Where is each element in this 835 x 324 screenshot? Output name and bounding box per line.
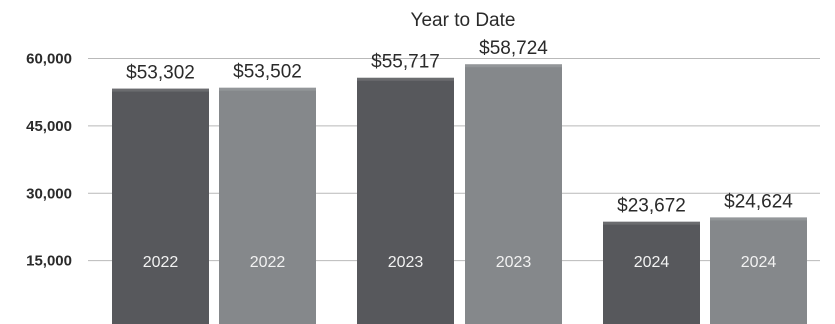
y-tick-label: 30,000 (26, 185, 72, 202)
bar-top-edge (710, 217, 807, 221)
bar-value-label: $53,502 (233, 62, 302, 83)
bar-category-label: 2023 (388, 254, 424, 271)
bar-value-label: $55,717 (371, 52, 440, 73)
bar-value-label: $23,672 (617, 196, 686, 217)
bar-top-edge (112, 88, 209, 92)
bar-category-label: 2022 (250, 254, 286, 271)
bar (465, 64, 562, 324)
bar-top-edge (357, 77, 454, 81)
y-axis: 15,000 30,000 45,000 60,000 (26, 51, 72, 270)
bar (112, 88, 209, 324)
bar-category-label: 2023 (496, 254, 532, 271)
bar-value-label: $58,724 (479, 38, 548, 59)
y-tick-label: 15,000 (26, 253, 72, 270)
bar-top-edge (219, 87, 316, 91)
bar-category-label: 2024 (634, 254, 670, 271)
bar-value-label: $24,624 (724, 191, 793, 212)
bars (112, 64, 807, 324)
bar-category-label: 2022 (143, 254, 179, 271)
bar-top-edge (603, 221, 700, 225)
bar (219, 87, 316, 324)
bar (357, 77, 454, 324)
bar (603, 221, 700, 324)
bar (710, 217, 807, 324)
chart-title: Year to Date (411, 10, 516, 31)
bar-category-label: 2024 (741, 254, 777, 271)
bar-top-edge (465, 64, 562, 68)
y-tick-label: 45,000 (26, 118, 72, 135)
data-labels: $53,302 2022 $53,502 2022 $55,717 2023 $58,724… (126, 38, 793, 271)
y-tick-label: 60,000 (26, 51, 72, 68)
bar-value-label: $53,302 (126, 63, 195, 84)
